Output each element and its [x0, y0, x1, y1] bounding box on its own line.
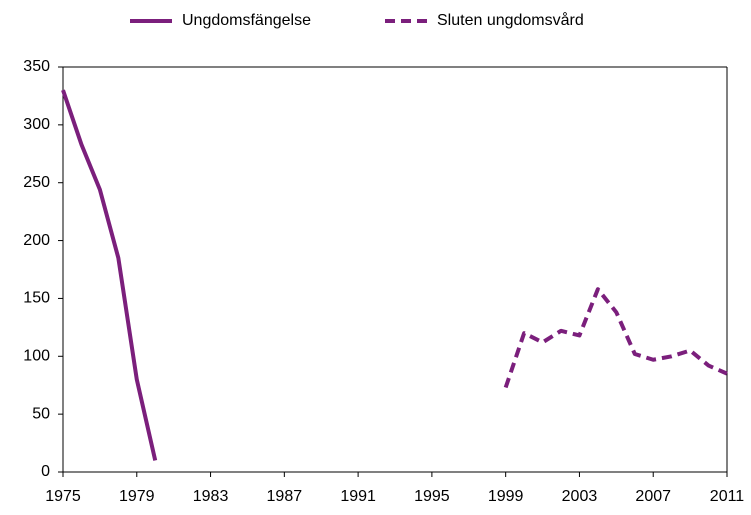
x-tick-label: 2007	[635, 488, 671, 505]
series-line	[503, 287, 728, 389]
legend-label: Ungdomsfängelse	[182, 12, 311, 29]
y-tick-label: 350	[23, 58, 50, 75]
y-tick-label: 300	[23, 116, 50, 133]
x-tick-label: 2003	[562, 488, 598, 505]
x-tick-label: 1995	[414, 488, 450, 505]
y-tick-label: 250	[23, 174, 50, 191]
x-tick-label: 1999	[488, 488, 524, 505]
x-tick-label: 1991	[340, 488, 376, 505]
x-tick-label: 1979	[119, 488, 155, 505]
x-tick-label: 1983	[193, 488, 229, 505]
y-tick-label: 150	[23, 290, 50, 307]
x-tick-label: 2011	[710, 488, 745, 505]
x-tick-label: 1987	[267, 488, 303, 505]
series-line	[61, 89, 158, 461]
legend-label: Sluten ungdomsvård	[437, 11, 584, 29]
y-tick-label: 0	[41, 463, 50, 480]
y-tick-label: 200	[23, 232, 50, 249]
x-tick-label: 1975	[45, 488, 81, 505]
y-tick-label: 50	[32, 405, 50, 422]
y-tick-label: 100	[23, 348, 50, 365]
